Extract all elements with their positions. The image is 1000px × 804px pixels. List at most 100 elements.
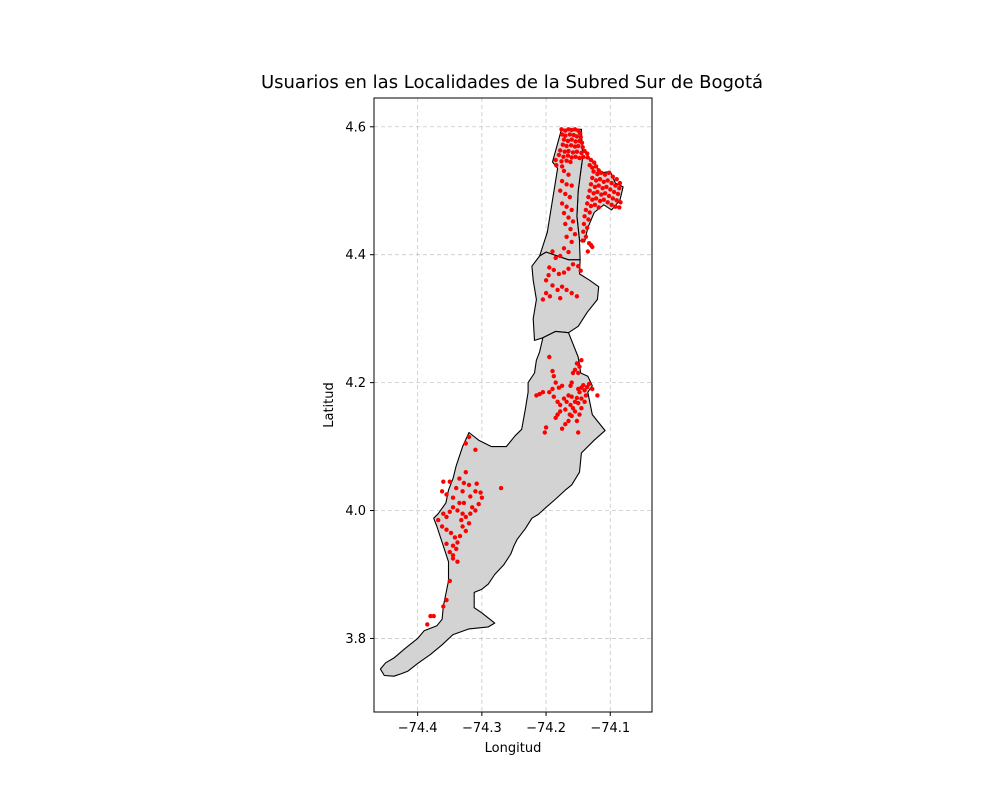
user-point — [569, 183, 574, 188]
grid-lines — [374, 98, 652, 712]
user-point — [448, 530, 454, 536]
user-point — [577, 412, 582, 417]
user-point — [568, 143, 574, 148]
user-point — [553, 157, 558, 163]
user-point — [558, 148, 563, 153]
user-point — [559, 426, 565, 431]
user-point — [588, 182, 594, 187]
user-point — [576, 430, 581, 435]
user-point — [572, 367, 578, 372]
user-point — [569, 127, 574, 133]
user-point — [573, 154, 578, 159]
user-point — [466, 434, 472, 440]
user-point — [614, 177, 619, 182]
user-point — [580, 238, 585, 243]
user-point — [534, 393, 539, 398]
user-point — [479, 495, 485, 500]
user-point — [463, 441, 468, 446]
user-point — [546, 273, 551, 278]
user-point — [561, 154, 566, 159]
user-point — [558, 409, 563, 414]
user-point — [569, 155, 574, 160]
user-point — [540, 297, 546, 302]
user-point — [551, 267, 556, 273]
user-point — [576, 370, 581, 376]
user-points — [425, 127, 623, 627]
user-point — [455, 540, 460, 545]
user-point — [473, 489, 478, 494]
user-point — [470, 505, 475, 510]
user-point — [444, 514, 449, 520]
user-point — [447, 479, 452, 484]
user-point — [593, 178, 599, 183]
user-point — [543, 425, 549, 430]
user-point — [602, 191, 608, 196]
user-point — [578, 268, 583, 273]
user-point — [583, 234, 589, 239]
user-point — [570, 150, 576, 155]
user-point — [457, 476, 462, 481]
user-point — [560, 142, 565, 147]
user-point — [436, 517, 441, 523]
user-point — [586, 381, 592, 387]
user-point — [565, 153, 571, 158]
user-point — [564, 143, 569, 149]
user-point — [450, 505, 456, 510]
user-point — [558, 253, 563, 259]
user-point — [577, 390, 582, 395]
user-point — [444, 527, 449, 532]
user-point — [592, 184, 598, 190]
user-point — [441, 511, 446, 516]
user-point — [570, 406, 576, 411]
user-point — [455, 508, 460, 513]
user-point — [572, 409, 578, 414]
user-point — [593, 164, 599, 169]
user-point — [550, 368, 555, 374]
user-point — [617, 180, 623, 186]
user-point — [585, 249, 590, 254]
user-point — [569, 239, 574, 245]
user-point — [566, 418, 571, 424]
user-point — [574, 149, 580, 154]
user-point — [555, 399, 560, 404]
user-point — [566, 249, 571, 255]
user-point — [551, 374, 556, 379]
user-point — [577, 131, 583, 136]
user-point — [610, 196, 615, 201]
user-point — [550, 283, 555, 288]
user-point — [450, 553, 456, 558]
user-point — [592, 202, 598, 207]
chart-title: Usuarios en las Localidades de la Subred… — [261, 72, 763, 93]
user-point — [578, 134, 583, 140]
user-point — [591, 169, 596, 174]
user-point — [597, 198, 603, 204]
user-point — [559, 159, 564, 164]
user-point — [459, 517, 464, 523]
user-point — [565, 138, 571, 144]
user-point — [558, 188, 563, 193]
user-point — [460, 489, 465, 494]
user-point — [562, 149, 567, 154]
user-point — [569, 137, 574, 142]
user-point — [588, 242, 594, 248]
user-point — [547, 265, 552, 270]
user-point — [543, 278, 549, 283]
user-point — [553, 255, 558, 261]
user-point — [542, 430, 547, 435]
user-point — [428, 613, 433, 619]
user-point — [559, 164, 565, 169]
user-point — [563, 133, 568, 138]
user-point — [566, 148, 571, 154]
user-point — [610, 174, 615, 179]
user-point — [572, 232, 578, 237]
user-point — [466, 521, 472, 526]
user-point — [579, 150, 584, 156]
user-point — [566, 215, 571, 220]
user-point — [588, 203, 594, 209]
user-point — [587, 188, 592, 193]
user-point — [599, 192, 604, 197]
user-point — [563, 221, 568, 227]
user-point — [455, 559, 460, 564]
user-point — [461, 500, 467, 506]
